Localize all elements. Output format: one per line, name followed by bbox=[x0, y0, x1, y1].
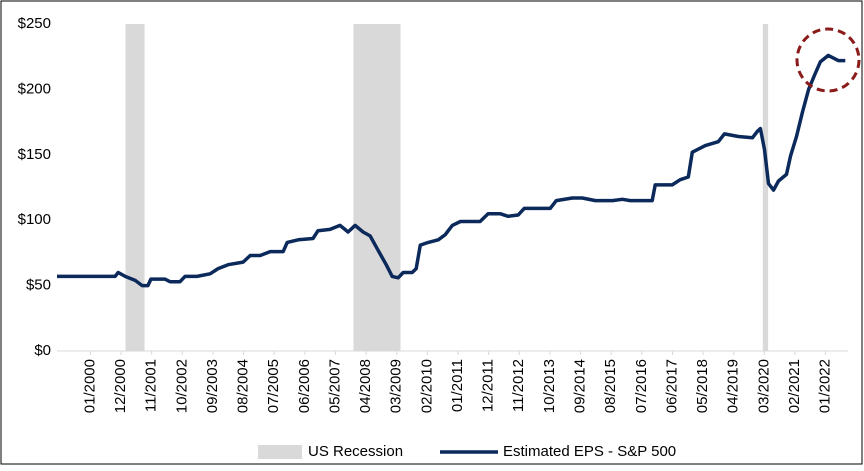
x-tick-label: 01/2022 bbox=[817, 359, 834, 413]
legend-swatch bbox=[258, 445, 302, 459]
x-tick-label: 06/2017 bbox=[663, 359, 680, 413]
y-tick-label: $0 bbox=[34, 342, 51, 359]
x-tick-label: 12/2000 bbox=[112, 359, 129, 413]
x-tick-label: 04/2019 bbox=[725, 359, 742, 413]
legend-label: US Recession bbox=[308, 443, 403, 460]
x-tick-label: 11/2012 bbox=[510, 359, 527, 412]
highlight-circle bbox=[795, 27, 861, 93]
x-tick-label: 03/2009 bbox=[388, 359, 405, 413]
eps-line bbox=[57, 53, 846, 288]
x-tick-label: 04/2008 bbox=[357, 359, 374, 413]
x-tick-label: 01/2000 bbox=[81, 359, 98, 413]
y-tick-label: $200 bbox=[18, 80, 51, 97]
x-tick-label: 07/2016 bbox=[633, 359, 650, 413]
y-tick-label: $150 bbox=[18, 146, 51, 163]
x-tick-label: 09/2003 bbox=[204, 359, 221, 413]
x-tick-label: 07/2005 bbox=[265, 359, 282, 413]
recession-band bbox=[125, 24, 145, 351]
x-tick-label: 01/2011 bbox=[449, 359, 466, 412]
x-tick-label: 08/2015 bbox=[602, 359, 619, 413]
x-tick-label: 12/2011 bbox=[480, 359, 497, 412]
x-tick-label: 11/2001 bbox=[143, 359, 160, 412]
x-tick-label: 05/2018 bbox=[694, 359, 711, 413]
x-tick-label: 08/2004 bbox=[235, 359, 252, 413]
recession-band bbox=[762, 24, 769, 351]
x-tick-label: 10/2002 bbox=[173, 359, 190, 413]
x-tick-label: 02/2010 bbox=[418, 359, 435, 413]
x-tick-label: 10/2013 bbox=[541, 359, 558, 413]
legend-label: Estimated EPS - S&P 500 bbox=[503, 443, 676, 460]
recession-band bbox=[353, 24, 401, 351]
x-tick-label: 03/2020 bbox=[755, 359, 772, 413]
y-tick-label: $100 bbox=[18, 211, 51, 228]
x-tick-label: 05/2007 bbox=[326, 359, 343, 413]
y-tick-label: $50 bbox=[26, 277, 51, 294]
x-tick-label: 06/2006 bbox=[296, 359, 313, 413]
x-tick-label: 02/2021 bbox=[786, 359, 803, 413]
y-tick-label: $250 bbox=[18, 15, 51, 32]
x-tick-label: 09/2014 bbox=[572, 359, 589, 413]
